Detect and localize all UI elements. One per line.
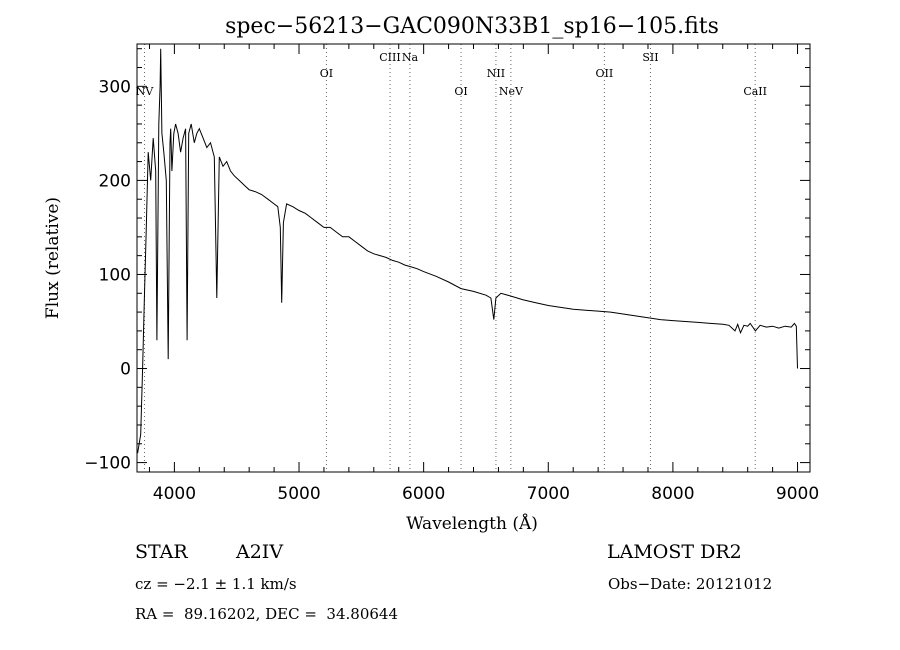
spectral-line-label: NII	[487, 67, 505, 80]
x-tick-label: 5000	[277, 484, 320, 504]
object-subclass: A2IV	[236, 541, 284, 563]
spectral-line-label: NeV	[499, 85, 524, 98]
spectral-line-label: CaII	[743, 85, 767, 98]
y-tick-label: 0	[120, 360, 131, 380]
survey-name: LAMOST DR2	[607, 541, 742, 563]
y-tick-label: 300	[99, 77, 131, 97]
x-tick-label: 8000	[651, 484, 694, 504]
x-tick-label: 4000	[153, 484, 196, 504]
spectrum-data	[137, 48, 798, 454]
spectral-line-label: OI	[320, 67, 333, 80]
spectrum-line	[137, 48, 798, 454]
axis-ticks: 4000 5000 6000 7000 8000 9000 −100 0 100 200 300	[84, 44, 819, 504]
x-tick-label: 9000	[776, 484, 819, 504]
coordinates: RA = 89.16202, DEC = 34.80644	[135, 605, 399, 623]
object-type: STAR	[135, 541, 188, 563]
x-tick-label: 6000	[402, 484, 445, 504]
spectral-line-label: CIII	[379, 51, 400, 64]
y-tick-label: 200	[99, 171, 131, 191]
y-tick-label: −100	[84, 454, 131, 474]
spectral-line-label: NV	[136, 85, 155, 98]
spectral-line-label: SII	[642, 51, 658, 64]
y-axis-title: Flux (relative)	[43, 197, 63, 319]
spectral-line-label: OII	[596, 67, 614, 80]
x-axis-title: Wavelength (Å)	[406, 513, 538, 534]
y-tick-label: 100	[99, 265, 131, 285]
spectral-line-label: OI	[454, 85, 467, 98]
spectral-line-label: Na	[402, 51, 419, 64]
chart-title: spec−56213−GAC090N33B1_sp16−105.fits	[225, 14, 719, 39]
spectral-line-markers: NV OI CIII Na OI NII NeV OII SII CaII	[136, 44, 767, 472]
plot-frame	[136, 43, 811, 473]
x-tick-label: 7000	[527, 484, 570, 504]
observation-date: Obs−Date: 20121012	[608, 575, 773, 593]
redshift-cz: cz = −2.1 ± 1.1 km/s	[135, 575, 297, 593]
